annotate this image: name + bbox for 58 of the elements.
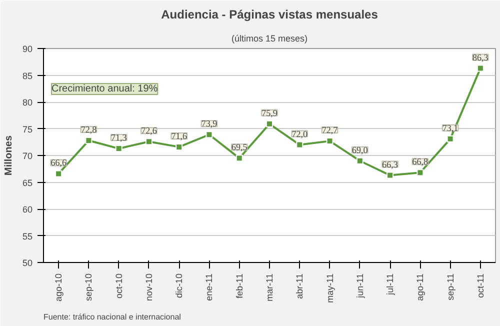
point [476,64,484,72]
data-label: 72,8 [80,124,98,135]
x-tick-label: ago-10 [54,273,64,302]
x-tick-label: jul-11 [385,273,396,296]
point [206,131,213,138]
data-label: 66,6 [50,158,67,168]
data-label: 72,6 [141,126,158,136]
chart-title: Audiencia - Páginas vistas mensuales [161,8,378,22]
x-tick-label: may-11 [324,274,335,303]
x-tick-label: feb-11 [234,273,244,298]
y-tick-label: 85 [22,70,33,81]
y-tick-label: 65 [22,178,33,188]
data-label: 73,9 [201,118,218,129]
data-label: 73,1 [442,122,458,133]
y-tick-label: 70 [22,151,33,161]
data-label: 86,3 [472,52,489,62]
data-label: 71,6 [171,130,188,141]
x-tick-label: ago-11 [415,273,426,301]
x-tick-label: oct-11 [475,273,486,298]
x-tick-label: sep-11 [445,273,456,300]
y-axis-title: Millones [3,135,14,176]
y-tick-label: 90 [22,44,33,54]
x-tick-label: jun-11 [354,273,365,299]
point [85,137,92,144]
x-tick-label: sep-10 [84,273,94,302]
annotation: Crecimiento anual: 19% [52,84,158,94]
x-tick-label: mar-11 [264,273,274,302]
x-tick-label: abr-11 [294,273,305,299]
data-label: 69,0 [352,144,368,155]
point [296,141,304,148]
data-label: 75,9 [262,108,278,118]
data-label: 69,5 [231,142,248,152]
x-tick-label: dic-10 [174,273,184,298]
point [266,120,273,128]
data-label: 66,8 [412,156,429,167]
point [386,172,394,179]
data-label: 66,3 [382,159,398,170]
point [356,157,364,164]
y-tick-label: 55 [22,231,33,242]
point [416,169,424,176]
data-label: 72,7 [322,125,338,136]
chart-subtitle: (últimos 15 meses) [231,34,308,44]
x-tick-label: nov-10 [144,273,154,302]
y-tick-label: 75 [22,124,33,134]
x-tick-label: ene-11 [204,273,214,301]
point [236,154,243,162]
point [55,170,62,178]
data-label: 71,3 [110,132,128,143]
point [446,135,454,142]
data-label: 72,0 [292,128,308,139]
y-tick-label: 80 [22,98,33,108]
x-tick-label: oct-10 [114,274,124,299]
y-tick-label: 60 [22,204,33,214]
y-tick-label: 50 [22,258,33,268]
point [326,138,334,145]
point [176,143,183,150]
source-note: Fuente: tráfico nacional e internacional [44,312,182,322]
point [145,138,152,146]
